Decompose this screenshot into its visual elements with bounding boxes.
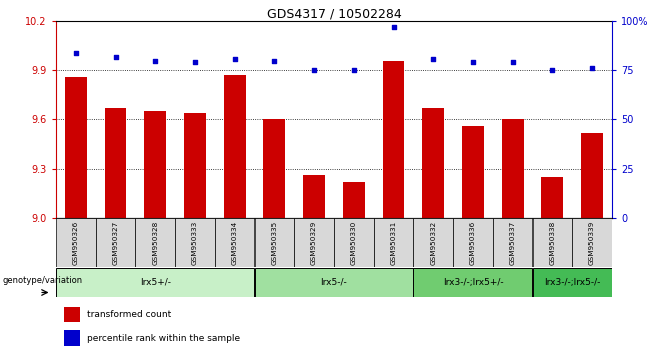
Text: GSM950329: GSM950329 (311, 220, 317, 265)
Bar (343, 182, 365, 218)
Point (388, 24, 399, 30)
Text: lrx5-/-: lrx5-/- (320, 278, 347, 287)
Point (507, 60, 518, 65)
Bar (542, 177, 563, 218)
Text: percentile rank within the sample: percentile rank within the sample (86, 333, 240, 343)
Bar (215, 218, 255, 267)
Point (349, 68, 359, 73)
Text: lrx3-/-;lrx5+/-: lrx3-/-;lrx5+/- (443, 278, 503, 287)
Text: GSM950328: GSM950328 (152, 220, 158, 265)
Bar (105, 108, 126, 218)
Bar (532, 268, 612, 297)
Bar (294, 218, 334, 267)
Bar (413, 268, 532, 297)
Bar (422, 108, 444, 218)
Point (269, 58, 280, 63)
Text: lrx3-/-;lrx5-/-: lrx3-/-;lrx5-/- (544, 278, 600, 287)
Text: GSM950326: GSM950326 (73, 220, 79, 265)
Point (190, 60, 200, 65)
Bar (493, 218, 532, 267)
Bar (136, 218, 175, 267)
Text: GSM950331: GSM950331 (390, 220, 397, 265)
Text: GSM950332: GSM950332 (430, 220, 436, 265)
Point (587, 65, 597, 71)
Bar (255, 268, 413, 297)
Title: GDS4317 / 10502284: GDS4317 / 10502284 (266, 7, 401, 20)
Text: GSM950335: GSM950335 (271, 220, 278, 265)
Bar (303, 175, 325, 218)
Text: lrx5+/-: lrx5+/- (139, 278, 170, 287)
Bar (65, 77, 87, 218)
Point (111, 54, 121, 59)
Bar (56, 268, 255, 297)
Bar (64, 330, 80, 346)
Bar (374, 218, 413, 267)
Text: GSM950330: GSM950330 (351, 220, 357, 265)
Text: GSM950336: GSM950336 (470, 220, 476, 265)
Bar (263, 120, 286, 218)
Text: genotype/variation: genotype/variation (3, 276, 83, 285)
Bar (96, 218, 136, 267)
Bar (184, 113, 206, 218)
Text: GSM950333: GSM950333 (192, 220, 198, 265)
Point (468, 60, 478, 65)
Bar (144, 111, 166, 218)
Bar (224, 75, 245, 218)
Bar (56, 218, 95, 267)
Point (70, 50, 81, 56)
Point (428, 56, 438, 61)
Bar (255, 218, 294, 267)
Bar (532, 218, 572, 267)
Bar (334, 218, 374, 267)
Bar (64, 307, 80, 322)
Point (150, 58, 161, 63)
Bar (382, 61, 405, 218)
Bar (572, 218, 612, 267)
Bar (175, 218, 215, 267)
Text: GSM950338: GSM950338 (549, 220, 555, 265)
Bar (502, 120, 524, 218)
Text: GSM950334: GSM950334 (232, 220, 238, 265)
Text: GSM950339: GSM950339 (589, 220, 595, 265)
Text: GSM950327: GSM950327 (113, 220, 118, 265)
Bar (581, 133, 603, 218)
Point (309, 68, 319, 73)
Bar (453, 218, 493, 267)
Point (547, 68, 557, 73)
Point (230, 56, 240, 61)
Bar (462, 126, 484, 218)
Text: transformed count: transformed count (86, 310, 171, 319)
Text: GSM950337: GSM950337 (510, 220, 516, 265)
Bar (413, 218, 453, 267)
